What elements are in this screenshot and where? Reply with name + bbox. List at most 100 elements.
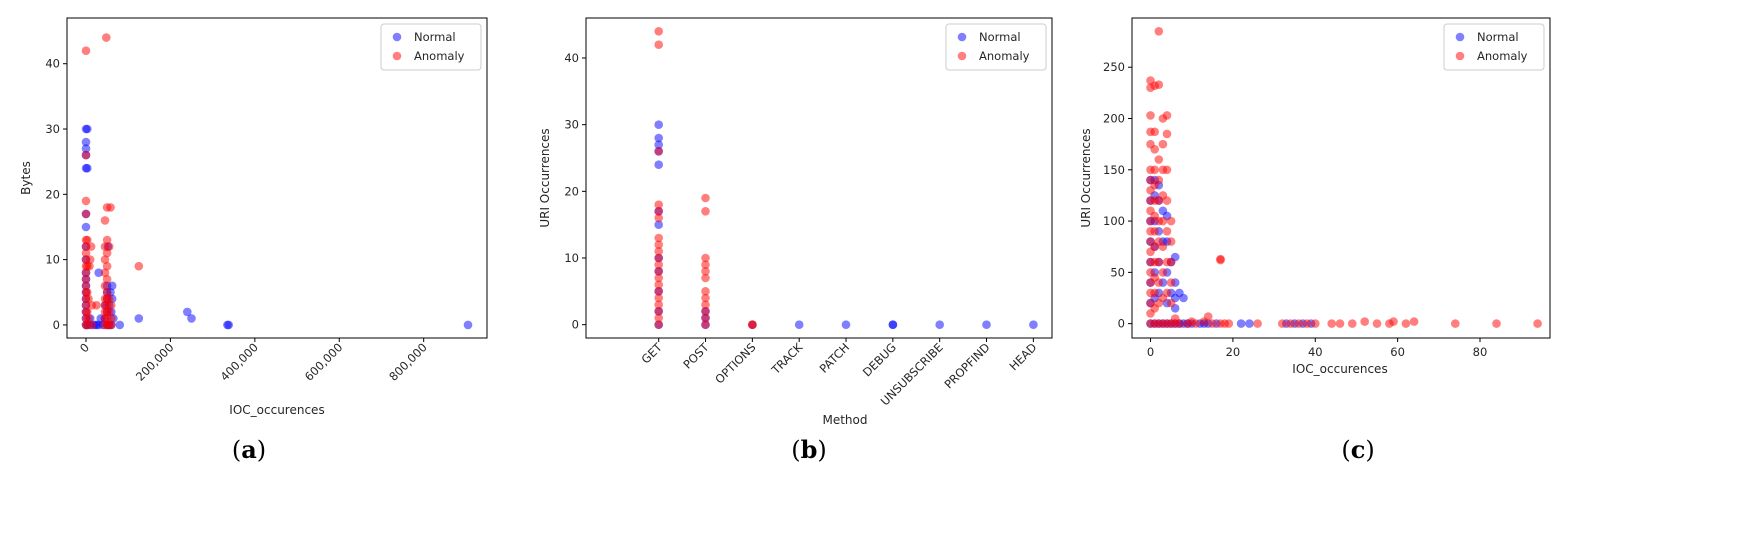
data-point-anomaly	[1348, 319, 1357, 328]
x-axis-label: IOC_occurences	[229, 403, 324, 417]
y-tick-label: 10	[564, 251, 579, 265]
legend-marker-anomaly	[957, 51, 967, 61]
data-point-anomaly	[81, 274, 91, 284]
data-point-anomaly	[102, 33, 111, 42]
data-point-normal	[794, 320, 804, 330]
data-point-anomaly	[654, 147, 663, 156]
legend-box	[1443, 23, 1545, 71]
y-tick-label: 50	[1110, 265, 1125, 279]
data-point-anomaly	[100, 255, 110, 264]
data-point-anomaly	[102, 248, 112, 258]
x-tick-label: 0	[77, 340, 92, 355]
data-point-anomaly	[654, 293, 663, 303]
data-point-anomaly	[701, 273, 710, 283]
legend-label-normal: Normal	[414, 30, 456, 44]
data-point-anomaly	[1154, 175, 1164, 185]
data-point-anomaly	[1175, 319, 1184, 328]
data-point-anomaly	[1158, 139, 1168, 149]
data-point-anomaly	[1154, 27, 1164, 36]
data-point-anomaly	[1158, 216, 1168, 226]
data-point-normal	[654, 140, 663, 149]
data-point-anomaly	[100, 281, 110, 291]
data-point-anomaly	[83, 235, 92, 245]
legend: Normal Anomaly	[380, 23, 482, 71]
data-point-anomaly	[701, 293, 710, 303]
data-point-anomaly	[85, 261, 94, 271]
data-point-anomaly	[81, 248, 91, 258]
data-point-anomaly	[701, 260, 710, 270]
data-point-anomaly	[1166, 216, 1176, 226]
data-point-anomaly	[1294, 319, 1304, 328]
data-point-anomaly	[86, 242, 96, 251]
legend-box	[380, 23, 482, 71]
data-point-anomaly	[1191, 319, 1201, 328]
data-point-anomaly	[1158, 242, 1168, 251]
x-axis-label: Method	[822, 413, 867, 427]
data-point-anomaly	[104, 294, 114, 304]
x-tick-label: TRACK	[768, 340, 806, 378]
data-point-anomaly	[100, 268, 110, 278]
data-point-anomaly	[87, 320, 97, 330]
points-layer	[654, 27, 1038, 330]
x-ticks: 0 200,000 400,000 600,000 800,000	[77, 338, 430, 384]
x-tick-label: 80	[1473, 345, 1488, 359]
data-point-normal	[1179, 293, 1188, 303]
y-tick-label: 30	[564, 118, 579, 132]
panel-label: (b)	[791, 435, 827, 464]
data-point-anomaly	[1150, 227, 1159, 236]
y-ticks: 0 10 20 30 40	[45, 57, 67, 332]
data-point-anomaly	[1166, 298, 1176, 308]
x-tick-label: HEAD	[1007, 340, 1040, 373]
legend-marker-normal	[1455, 32, 1465, 42]
legend-box	[945, 23, 1047, 71]
data-point-anomaly	[81, 268, 91, 278]
data-point-anomaly	[1166, 257, 1176, 267]
series-anomaly	[654, 27, 757, 330]
data-point-normal	[1245, 319, 1254, 328]
x-tick-label: 400,000	[217, 340, 261, 384]
data-point-anomaly	[654, 267, 663, 276]
data-point-anomaly	[654, 40, 663, 49]
data-point-normal	[935, 320, 944, 330]
y-axis-label: Bytes	[19, 161, 33, 195]
data-point-anomaly	[1286, 319, 1295, 328]
legend-marker-anomaly	[392, 51, 402, 61]
data-point-anomaly	[1360, 317, 1369, 326]
y-tick-label: 0	[572, 318, 579, 332]
legend-label-anomaly: Anomaly	[979, 49, 1030, 63]
data-point-anomaly	[106, 203, 115, 212]
y-tick-label: 0	[1118, 317, 1125, 331]
legend: Normal Anomaly	[945, 23, 1047, 71]
y-tick-label: 250	[1103, 60, 1125, 74]
data-point-anomaly	[1154, 155, 1164, 164]
data-point-anomaly	[701, 300, 710, 310]
y-tick-label: 30	[45, 122, 60, 136]
points-layer	[1146, 27, 1542, 328]
data-point-anomaly	[1216, 254, 1225, 264]
x-axis-label: IOC_occurences	[1292, 362, 1387, 376]
x-tick-label: GET	[639, 340, 666, 367]
data-point-anomaly	[701, 287, 710, 296]
panel-label: (c)	[1341, 435, 1374, 464]
data-point-anomaly	[654, 300, 663, 310]
x-tick-label: POST	[680, 340, 712, 372]
legend-marker-anomaly	[1455, 51, 1465, 61]
data-point-anomaly	[654, 280, 663, 290]
data-point-normal	[654, 160, 663, 169]
data-point-normal	[81, 222, 91, 232]
data-point-anomaly	[1533, 319, 1542, 328]
x-tick-label: 20	[1226, 345, 1241, 359]
data-point-anomaly	[104, 307, 114, 317]
data-point-anomaly	[1253, 319, 1262, 328]
x-tick-label: 600,000	[302, 340, 346, 384]
data-point-anomaly	[134, 261, 144, 271]
data-point-anomaly	[1203, 312, 1213, 321]
data-point-anomaly	[1150, 165, 1159, 175]
data-point-anomaly	[1451, 319, 1460, 328]
y-ticks: 0 10 20 30 40	[564, 51, 586, 332]
data-point-anomaly	[102, 274, 112, 284]
data-point-anomaly	[83, 288, 92, 297]
data-point-anomaly	[1302, 319, 1312, 328]
data-point-normal	[183, 307, 192, 317]
